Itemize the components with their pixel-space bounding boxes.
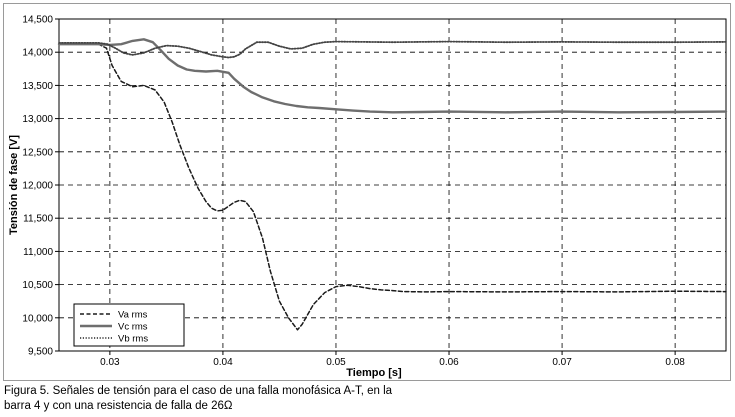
y-tick-label: 13,500: [22, 81, 53, 92]
series-line-2: [57, 38, 728, 114]
y-tick-label: 11,500: [23, 214, 53, 225]
x-tick-label: 0.04: [213, 357, 233, 368]
y-tick-label: 10,000: [22, 313, 53, 324]
caption-line-2: barra 4 y con una resistencia de falla d…: [4, 400, 233, 412]
y-tick-label: 14,000: [22, 48, 53, 59]
series-line-1: [58, 43, 727, 331]
x-tick-label: 0.08: [665, 357, 685, 368]
y-tick-label: 14,500: [22, 15, 53, 26]
legend-label: Vc rms: [118, 322, 148, 333]
x-tick-label: 0.03: [100, 357, 120, 368]
caption-line-1: Figura 5. Señales de tensión para el cas…: [4, 385, 393, 397]
y-tick-label: 11,000: [23, 247, 53, 258]
x-tick-label: 0.07: [552, 357, 572, 368]
y-tick-label: 9,500: [28, 347, 53, 358]
y-axis-label: Tensión de fase [V]: [8, 135, 20, 235]
figure-caption: Figura 5. Señales de tensión para el cas…: [4, 384, 604, 414]
y-tick-label: 13,000: [22, 114, 53, 125]
y-tick-label: 10,500: [22, 280, 53, 291]
legend-label: Va rms: [118, 310, 148, 321]
line-chart: 9,500 10,000 10,500 11,000 11,500 12,000 12,50…: [8, 15, 728, 379]
y-tick-label: 12,000: [22, 181, 53, 192]
chart-frame: 9,500 10,000 10,500 11,000 11,500 12,000 12,50…: [3, 3, 731, 381]
x-tick-label: 0.05: [326, 357, 346, 368]
x-tick-label: 0.06: [439, 357, 459, 368]
x-axis-label: Tiempo [s]: [346, 367, 402, 379]
y-tick-label: 12,500: [22, 147, 53, 158]
legend-label: Vb rms: [118, 334, 148, 345]
series-line-3: [58, 40, 727, 59]
